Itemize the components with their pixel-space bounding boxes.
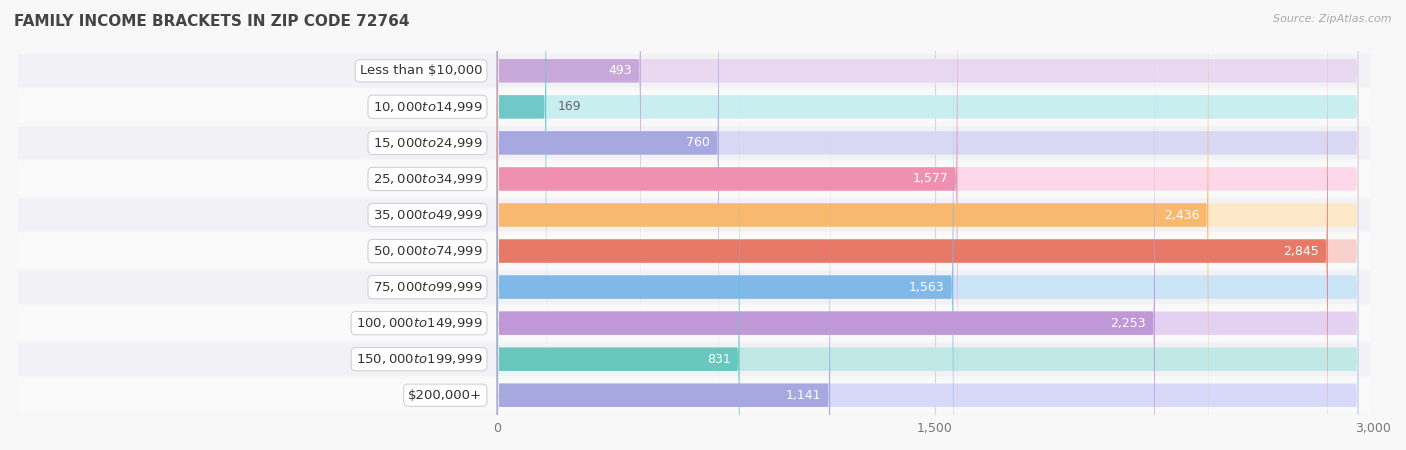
FancyBboxPatch shape <box>496 119 1358 450</box>
Text: 169: 169 <box>558 100 582 113</box>
FancyBboxPatch shape <box>496 0 718 419</box>
FancyBboxPatch shape <box>496 82 1358 450</box>
Text: $35,000 to $49,999: $35,000 to $49,999 <box>373 208 482 222</box>
FancyBboxPatch shape <box>18 270 1369 304</box>
Text: $200,000+: $200,000+ <box>408 389 482 402</box>
FancyBboxPatch shape <box>496 82 740 450</box>
FancyBboxPatch shape <box>496 0 1208 450</box>
FancyBboxPatch shape <box>496 10 953 450</box>
Text: $25,000 to $34,999: $25,000 to $34,999 <box>373 172 482 186</box>
Text: 1,577: 1,577 <box>912 172 949 185</box>
Text: 760: 760 <box>686 136 710 149</box>
Text: $10,000 to $14,999: $10,000 to $14,999 <box>373 100 482 114</box>
Text: 2,436: 2,436 <box>1164 208 1199 221</box>
Text: 1,563: 1,563 <box>910 281 945 293</box>
Text: 2,845: 2,845 <box>1284 244 1319 257</box>
Text: 1,141: 1,141 <box>786 389 821 402</box>
FancyBboxPatch shape <box>496 46 1358 450</box>
FancyBboxPatch shape <box>18 198 1369 232</box>
FancyBboxPatch shape <box>496 0 1358 419</box>
FancyBboxPatch shape <box>496 10 1358 450</box>
Text: $15,000 to $24,999: $15,000 to $24,999 <box>373 136 482 150</box>
Text: Less than $10,000: Less than $10,000 <box>360 64 482 77</box>
FancyBboxPatch shape <box>18 306 1369 340</box>
Text: $50,000 to $74,999: $50,000 to $74,999 <box>373 244 482 258</box>
FancyBboxPatch shape <box>496 0 1358 450</box>
FancyBboxPatch shape <box>496 0 1358 383</box>
FancyBboxPatch shape <box>18 90 1369 123</box>
Text: FAMILY INCOME BRACKETS IN ZIP CODE 72764: FAMILY INCOME BRACKETS IN ZIP CODE 72764 <box>14 14 409 28</box>
FancyBboxPatch shape <box>496 0 1358 450</box>
FancyBboxPatch shape <box>496 119 830 450</box>
FancyBboxPatch shape <box>496 0 547 383</box>
FancyBboxPatch shape <box>18 342 1369 376</box>
Text: 2,253: 2,253 <box>1111 317 1146 330</box>
Text: $75,000 to $99,999: $75,000 to $99,999 <box>373 280 482 294</box>
FancyBboxPatch shape <box>18 234 1369 268</box>
FancyBboxPatch shape <box>496 0 641 347</box>
Text: $150,000 to $199,999: $150,000 to $199,999 <box>356 352 482 366</box>
Text: Source: ZipAtlas.com: Source: ZipAtlas.com <box>1274 14 1392 23</box>
Text: $100,000 to $149,999: $100,000 to $149,999 <box>356 316 482 330</box>
Text: 831: 831 <box>707 353 731 366</box>
FancyBboxPatch shape <box>496 46 1154 450</box>
FancyBboxPatch shape <box>496 0 1358 450</box>
Text: 493: 493 <box>609 64 633 77</box>
FancyBboxPatch shape <box>18 126 1369 159</box>
FancyBboxPatch shape <box>18 54 1369 87</box>
FancyBboxPatch shape <box>496 0 1358 347</box>
FancyBboxPatch shape <box>18 162 1369 196</box>
FancyBboxPatch shape <box>18 378 1369 412</box>
FancyBboxPatch shape <box>496 0 1327 450</box>
FancyBboxPatch shape <box>496 0 957 450</box>
